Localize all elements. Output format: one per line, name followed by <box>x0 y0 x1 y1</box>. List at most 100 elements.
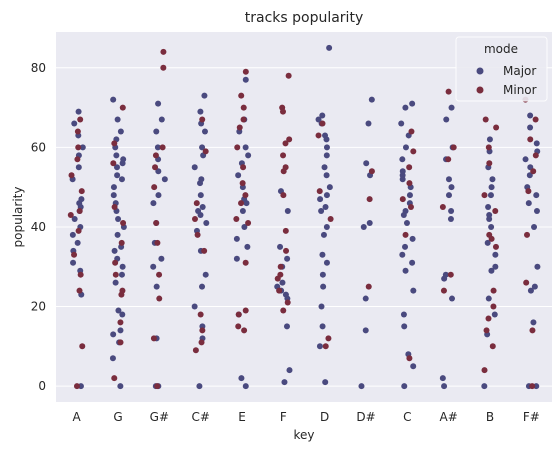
data-point-major <box>203 219 210 226</box>
data-point-major <box>191 164 198 171</box>
data-point-major <box>197 192 204 199</box>
data-point-minor <box>152 152 159 159</box>
data-point-minor <box>233 215 240 222</box>
data-point-minor <box>160 48 167 55</box>
data-point-minor <box>408 128 415 135</box>
data-point-major <box>241 223 248 230</box>
data-point-minor <box>481 367 488 374</box>
data-point-minor <box>201 247 208 254</box>
data-point-minor <box>240 104 247 111</box>
data-point-minor <box>319 120 326 127</box>
data-point-major <box>154 144 161 151</box>
data-point-major <box>410 363 417 370</box>
data-point-minor <box>160 64 167 71</box>
data-point-minor <box>238 92 245 99</box>
data-point-major <box>445 176 452 183</box>
data-point-minor <box>440 287 447 294</box>
y-tick-label: 60 <box>31 140 46 154</box>
data-point-minor <box>325 335 332 342</box>
data-point-major <box>118 271 125 278</box>
data-point-minor <box>365 283 372 290</box>
data-point-major <box>242 383 249 390</box>
legend-marker-minor <box>476 86 484 94</box>
data-point-minor <box>492 243 499 250</box>
data-point-minor <box>276 287 283 294</box>
data-point-minor <box>191 215 198 222</box>
x-tick-label: G <box>113 410 122 424</box>
data-point-minor <box>117 339 124 346</box>
data-point-minor <box>280 307 287 314</box>
data-point-major <box>527 287 534 294</box>
data-point-minor <box>111 140 118 147</box>
data-point-major <box>400 212 407 219</box>
data-point-minor <box>529 327 536 334</box>
data-point-major <box>71 120 78 127</box>
data-point-major <box>358 383 365 390</box>
data-point-minor <box>407 204 414 211</box>
data-point-minor <box>76 287 83 294</box>
x-tick-label: D <box>320 410 329 424</box>
chart-title: tracks popularity <box>245 10 363 26</box>
data-point-major <box>527 124 534 131</box>
data-point-major <box>362 295 369 302</box>
data-point-major <box>112 279 119 286</box>
data-point-major <box>443 116 450 123</box>
data-point-minor <box>280 168 287 175</box>
grid-lines <box>56 67 552 387</box>
data-point-minor <box>280 152 287 159</box>
data-point-minor <box>192 347 199 354</box>
data-point-major <box>197 180 204 187</box>
data-point-major <box>277 243 284 250</box>
data-point-minor <box>238 200 245 207</box>
data-point-major <box>114 116 121 123</box>
data-point-minor <box>154 383 161 390</box>
data-point-major <box>199 144 206 151</box>
data-point-major <box>533 140 540 147</box>
data-point-major <box>69 231 76 238</box>
data-point-major <box>118 176 125 183</box>
data-point-minor <box>242 68 249 75</box>
data-point-major <box>245 152 252 159</box>
data-point-minor <box>450 144 457 151</box>
x-tick-label: C# <box>191 410 209 424</box>
data-point-minor <box>119 104 126 111</box>
data-point-major <box>71 215 78 222</box>
data-point-major <box>363 160 370 167</box>
data-point-minor <box>315 132 322 139</box>
data-point-minor <box>410 148 417 155</box>
data-point-major <box>150 200 157 207</box>
data-point-major <box>110 184 117 191</box>
data-point-minor <box>234 144 241 151</box>
data-point-major <box>410 287 417 294</box>
data-point-minor <box>532 152 539 159</box>
data-point-minor <box>486 160 493 167</box>
data-point-major <box>320 231 327 238</box>
data-point-major <box>323 144 330 151</box>
data-point-major <box>197 108 204 115</box>
data-point-major <box>488 223 495 230</box>
data-point-major <box>326 44 333 51</box>
data-point-minor <box>277 263 284 270</box>
x-tick-label: D# <box>356 410 375 424</box>
data-point-minor <box>322 343 329 350</box>
data-point-major <box>119 263 126 270</box>
data-point-major <box>323 136 330 143</box>
data-point-minor <box>150 335 157 342</box>
data-point-minor <box>240 164 247 171</box>
x-tick-label: A# <box>440 410 458 424</box>
data-point-major <box>109 355 116 362</box>
data-point-major <box>362 327 369 334</box>
data-point-major <box>119 160 126 167</box>
data-point-minor <box>406 180 413 187</box>
y-tick-label: 0 <box>38 379 46 393</box>
data-point-major <box>155 100 162 107</box>
data-point-major <box>235 172 242 179</box>
data-point-major <box>449 295 456 302</box>
data-point-major <box>488 267 495 274</box>
data-point-major <box>284 208 291 215</box>
data-point-minor <box>241 327 248 334</box>
data-point-major <box>196 383 203 390</box>
data-point-minor <box>67 212 74 219</box>
y-tick-label: 80 <box>31 61 46 75</box>
data-point-major <box>409 235 416 242</box>
